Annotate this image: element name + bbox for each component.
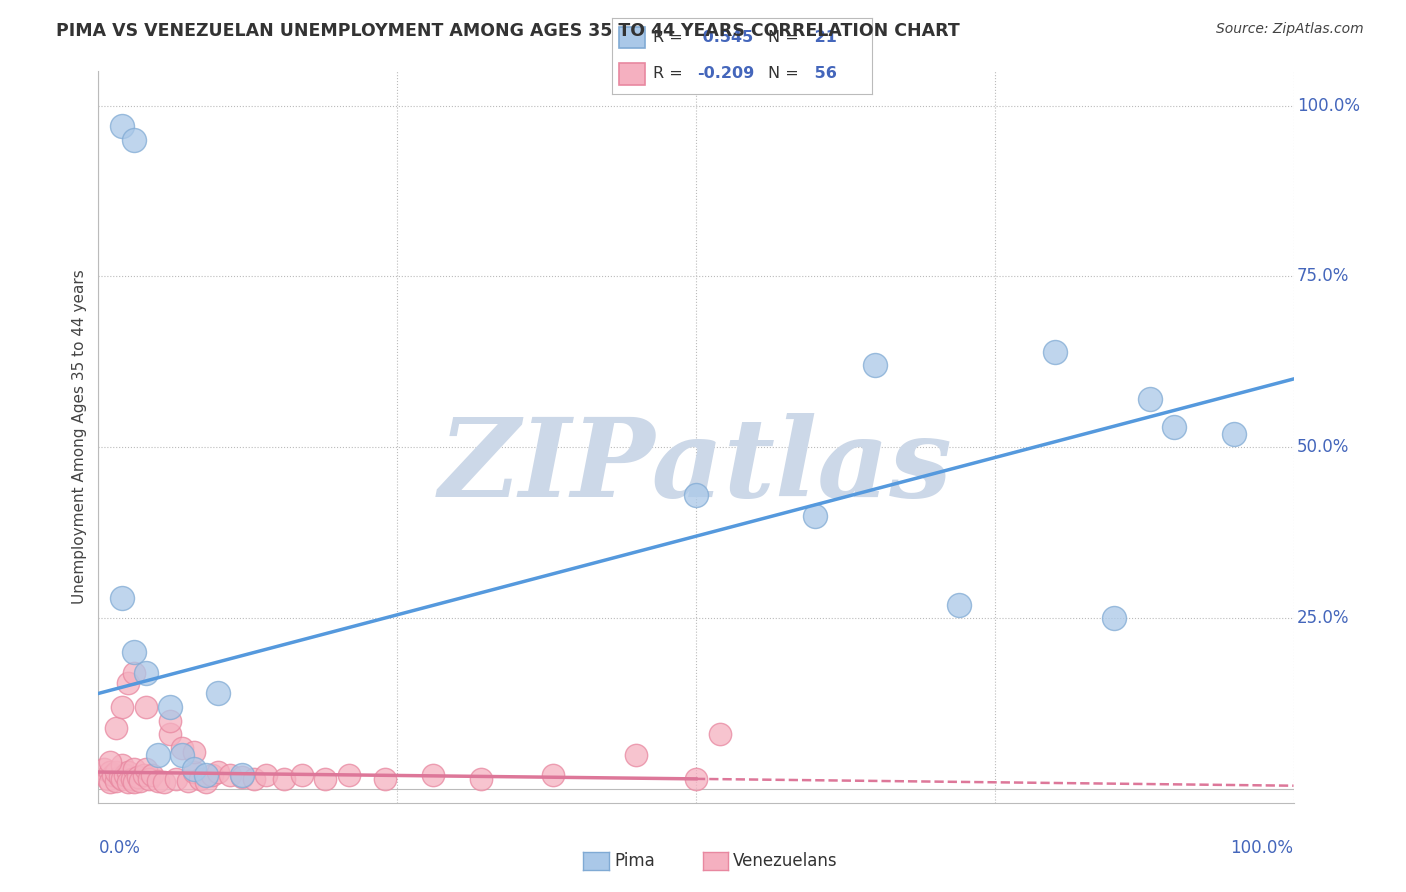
Text: 0.545: 0.545 (697, 30, 754, 45)
Text: -0.209: -0.209 (697, 66, 755, 81)
Point (374, 772, 396, 786)
Point (470, 772, 492, 786)
Point (948, 598, 970, 612)
Y-axis label: Unemployment Among Ages 35 to 44 years: Unemployment Among Ages 35 to 44 years (72, 269, 87, 605)
Text: 100.0%: 100.0% (1298, 96, 1360, 114)
Point (114, 768, 136, 782)
Point (339, 768, 361, 782)
Point (111, 758, 134, 772)
Text: 100.0%: 100.0% (1230, 839, 1294, 857)
Point (98, 755, 122, 769)
Point (121, 772, 143, 786)
Point (231, 770, 253, 784)
Point (254, 768, 277, 782)
Point (159, 727, 181, 741)
Point (1223, 426, 1246, 441)
Point (172, 747, 194, 762)
Text: ZIPatlas: ZIPatlas (439, 413, 953, 520)
Text: 56: 56 (810, 66, 837, 81)
Text: Pima: Pima (614, 852, 655, 870)
Point (188, 772, 211, 786)
Text: N =: N = (768, 66, 799, 81)
Text: PIMA VS VENEZUELAN UNEMPLOYMENT AMONG AGES 35 TO 44 YEARS CORRELATION CHART: PIMA VS VENEZUELAN UNEMPLOYMENT AMONG AG… (56, 22, 960, 40)
Text: 21: 21 (810, 30, 837, 45)
Point (315, 772, 337, 786)
Point (105, 765, 128, 780)
Point (219, 768, 242, 782)
Point (1163, 420, 1185, 434)
Point (231, 768, 253, 782)
Point (804, 508, 827, 523)
Point (111, 591, 134, 605)
Point (159, 700, 181, 714)
Point (105, 773, 128, 788)
Point (207, 765, 229, 780)
Point (177, 773, 200, 788)
FancyBboxPatch shape (620, 27, 645, 48)
Point (183, 762, 205, 776)
Point (1043, 344, 1066, 359)
Point (108, 770, 131, 784)
Point (111, 700, 134, 714)
Text: 25.0%: 25.0% (1298, 609, 1350, 627)
Point (172, 741, 194, 756)
Point (135, 700, 157, 714)
Point (148, 773, 170, 788)
Point (865, 359, 887, 373)
Text: Venezuelans: Venezuelans (733, 852, 837, 870)
Point (1104, 611, 1126, 625)
Point (135, 762, 157, 776)
Point (541, 768, 564, 782)
Point (111, 119, 134, 133)
Point (111, 772, 134, 786)
Point (159, 714, 181, 728)
Text: 50.0%: 50.0% (1298, 438, 1350, 457)
Text: 75.0%: 75.0% (1298, 268, 1350, 285)
Point (124, 762, 146, 776)
FancyBboxPatch shape (620, 63, 645, 85)
Text: 0.0%: 0.0% (98, 839, 141, 857)
Point (201, 768, 224, 782)
Point (685, 772, 707, 786)
Point (273, 772, 295, 786)
Point (124, 665, 146, 680)
Point (243, 772, 266, 786)
Point (127, 770, 149, 784)
Point (105, 721, 128, 735)
Point (124, 133, 146, 147)
Point (165, 772, 187, 786)
Point (685, 488, 707, 502)
Point (141, 768, 163, 782)
Point (626, 747, 648, 762)
Point (138, 772, 160, 786)
Point (98, 765, 122, 780)
Point (291, 768, 314, 782)
Point (422, 768, 444, 782)
Point (207, 686, 229, 700)
Point (195, 768, 218, 782)
Text: N =: N = (768, 30, 799, 45)
Point (124, 645, 146, 659)
Point (135, 665, 157, 680)
Point (93, 762, 115, 776)
Point (117, 676, 139, 690)
Point (101, 768, 124, 782)
Text: R =: R = (654, 30, 683, 45)
Point (124, 775, 146, 789)
Point (98, 775, 122, 789)
Point (153, 775, 176, 789)
Point (183, 765, 205, 780)
Point (709, 727, 731, 741)
Point (97, 772, 120, 786)
Point (117, 775, 139, 789)
Text: Source: ZipAtlas.com: Source: ZipAtlas.com (1216, 22, 1364, 37)
Point (1139, 392, 1161, 407)
Point (132, 768, 155, 782)
Point (148, 747, 170, 762)
Point (195, 775, 218, 789)
Point (183, 745, 205, 759)
Point (117, 765, 139, 780)
Point (129, 773, 152, 788)
Text: R =: R = (654, 66, 683, 81)
